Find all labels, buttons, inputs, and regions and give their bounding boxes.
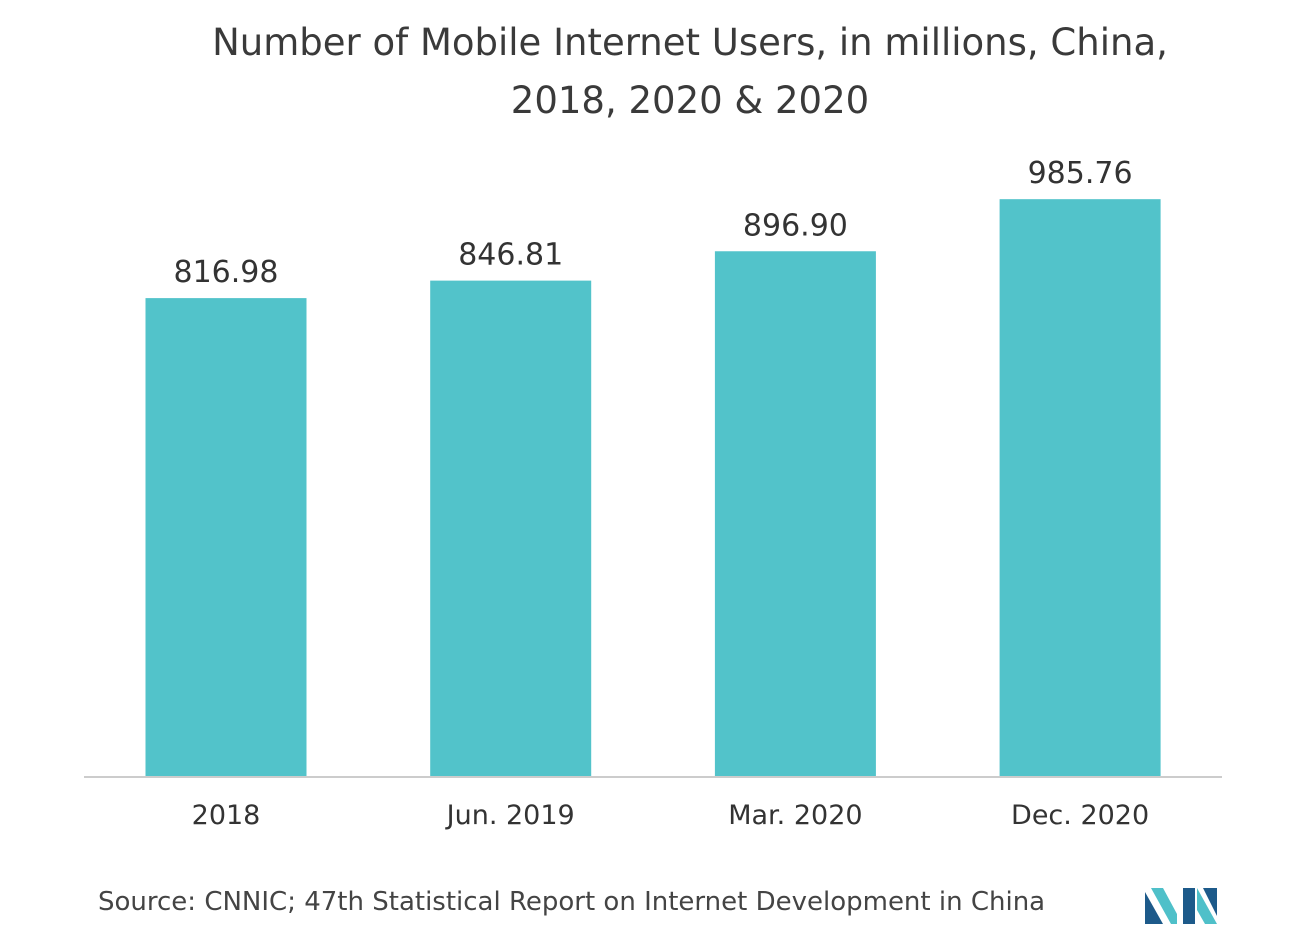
bar-1 <box>145 298 307 777</box>
bar-value-label-4: 985.76 <box>1028 156 1133 191</box>
x-tick-labels-group: 2018 Jun. 2019 Mar. 2020 Dec. 2020 <box>192 800 1150 831</box>
bar-value-label-1: 816.98 <box>174 255 279 290</box>
bar-2 <box>430 280 592 777</box>
x-tick-label-4: Dec. 2020 <box>1011 800 1149 831</box>
bar-4 <box>999 199 1161 778</box>
x-tick-label-1: 2018 <box>192 800 261 831</box>
value-labels-group: 816.98 846.81 896.90 985.76 <box>174 156 1133 290</box>
bar-3 <box>714 251 876 777</box>
mordor-intelligence-logo-icon <box>1145 888 1217 924</box>
bar-chart: 816.98 846.81 896.90 985.76 2018 Jun. 2019 Ma… <box>84 156 1222 831</box>
bars-group <box>145 199 1161 778</box>
chart-title: Number of Mobile Internet Users, in mill… <box>212 21 1168 122</box>
bar-value-label-3: 896.90 <box>743 208 848 243</box>
x-tick-label-2: Jun. 2019 <box>445 800 575 831</box>
bar-value-label-2: 846.81 <box>458 238 563 273</box>
source-note: Source: CNNIC; 47th Statistical Report o… <box>98 887 1046 917</box>
x-tick-label-3: Mar. 2020 <box>728 800 862 831</box>
